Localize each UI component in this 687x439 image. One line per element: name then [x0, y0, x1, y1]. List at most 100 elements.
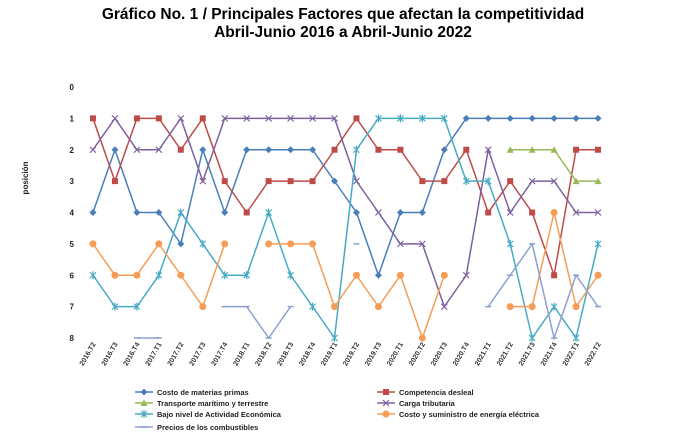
data-point: [309, 178, 316, 185]
data-point: [550, 209, 558, 216]
data-point: [287, 114, 295, 122]
data-point: [89, 209, 97, 216]
legend: Costo de materias primas Competencia desl…: [135, 388, 540, 432]
data-point: [155, 209, 163, 216]
x-tick-label: 2019.T1: [320, 341, 339, 367]
data-point: [331, 303, 339, 311]
y-tick-label: 2: [70, 146, 75, 155]
series-line: [92, 117, 599, 341]
data-point: [375, 146, 382, 153]
data-point: [528, 114, 536, 122]
data-point: [462, 271, 470, 279]
data-point: [89, 115, 96, 122]
chart-title-line1: Gráfico No. 1 / Principales Factores que…: [102, 6, 584, 23]
legend-item: Carga tributaria: [377, 399, 456, 408]
data-point: [375, 209, 382, 216]
x-tick-label: 2021.T3: [518, 341, 537, 367]
data-point: [309, 146, 317, 154]
legend-item: Transporte marítimo y terrestre: [135, 399, 268, 408]
x-tick-label: 2019.T2: [342, 341, 361, 367]
legend-label: Costo y suministro de energía eléctrica: [399, 410, 540, 419]
data-point: [177, 271, 185, 279]
legend-label: Competencia desleal: [399, 388, 474, 397]
data-point: [155, 146, 163, 154]
data-point: [111, 271, 119, 279]
data-point: [243, 146, 251, 154]
data-point: [396, 240, 404, 248]
data-point: [140, 399, 148, 406]
x-tick-label: 2018.T1: [233, 341, 252, 367]
x-tick-label: 2017.T2: [167, 341, 186, 367]
data-point: [594, 209, 602, 216]
data-point: [133, 146, 141, 154]
data-point: [396, 271, 404, 279]
x-axis-ticks: 2016.T2 2016.T3 2016.T4 2017.T1 2017.T2 2017.…: [79, 341, 603, 367]
x-tick-label: 2016.T2: [79, 341, 98, 367]
data-point: [383, 389, 389, 395]
data-point: [221, 240, 229, 248]
data-point: [155, 240, 163, 248]
data-point: [484, 177, 492, 186]
data-point: [265, 114, 273, 122]
x-tick-label: 2022.T2: [584, 341, 603, 367]
legend-label: Precios de los combustibles: [157, 423, 258, 432]
data-point: [199, 146, 207, 154]
data-point: [528, 146, 536, 153]
series: [506, 146, 602, 185]
data-point: [287, 146, 295, 154]
x-tick-label: 2021.T2: [496, 341, 515, 367]
data-point: [550, 302, 558, 311]
data-point: [382, 399, 390, 407]
data-point: [374, 303, 382, 311]
data-point: [353, 177, 360, 185]
series-line: [268, 243, 446, 341]
data-point: [572, 303, 580, 311]
data-point: [353, 115, 360, 122]
data-point: [221, 209, 229, 216]
legend-label: Carga tributaria: [399, 399, 456, 408]
y-tick-label: 6: [70, 271, 75, 280]
data-point: [572, 209, 580, 216]
data-point: [177, 146, 184, 153]
data-point: [352, 271, 360, 279]
data-point: [506, 303, 514, 311]
data-point: [550, 114, 558, 122]
data-point: [382, 410, 390, 418]
data-point: [440, 146, 448, 154]
data-point: [309, 114, 316, 122]
data-point: [375, 114, 382, 123]
data-point: [331, 334, 338, 342]
data-point: [418, 240, 426, 248]
data-point: [551, 272, 558, 279]
data-point: [89, 271, 97, 280]
data-point: [573, 146, 580, 153]
legend-item: Costo y suministro de energía eléctrica: [377, 410, 540, 419]
data-point: [374, 271, 382, 279]
series-line: [510, 149, 599, 182]
data-point: [177, 114, 185, 122]
data-point: [177, 240, 185, 248]
data-point: [111, 146, 119, 154]
data-point: [484, 114, 492, 122]
data-point: [484, 146, 492, 154]
data-point: [528, 303, 536, 311]
data-point: [506, 114, 514, 122]
series: [133, 242, 602, 341]
x-tick-label: 2022.T1: [562, 341, 581, 367]
data-point: [199, 115, 206, 122]
data-point: [111, 178, 118, 185]
data-point: [396, 209, 404, 216]
data-point: [507, 178, 514, 185]
data-point: [287, 271, 295, 280]
data-point: [111, 302, 119, 311]
data-point: [309, 302, 316, 311]
data-point: [485, 209, 492, 216]
legend-item: Bajo nivel de Actividad Económica: [135, 410, 282, 419]
chart-title-line2: Abril-Junio 2016 a Abril-Junio 2022: [214, 24, 472, 41]
y-tick-label: 3: [70, 177, 75, 186]
data-point: [418, 114, 426, 123]
data-point: [155, 115, 162, 122]
data-point: [331, 146, 338, 153]
legend-item: Competencia desleal: [377, 388, 474, 397]
data-point: [528, 334, 536, 342]
